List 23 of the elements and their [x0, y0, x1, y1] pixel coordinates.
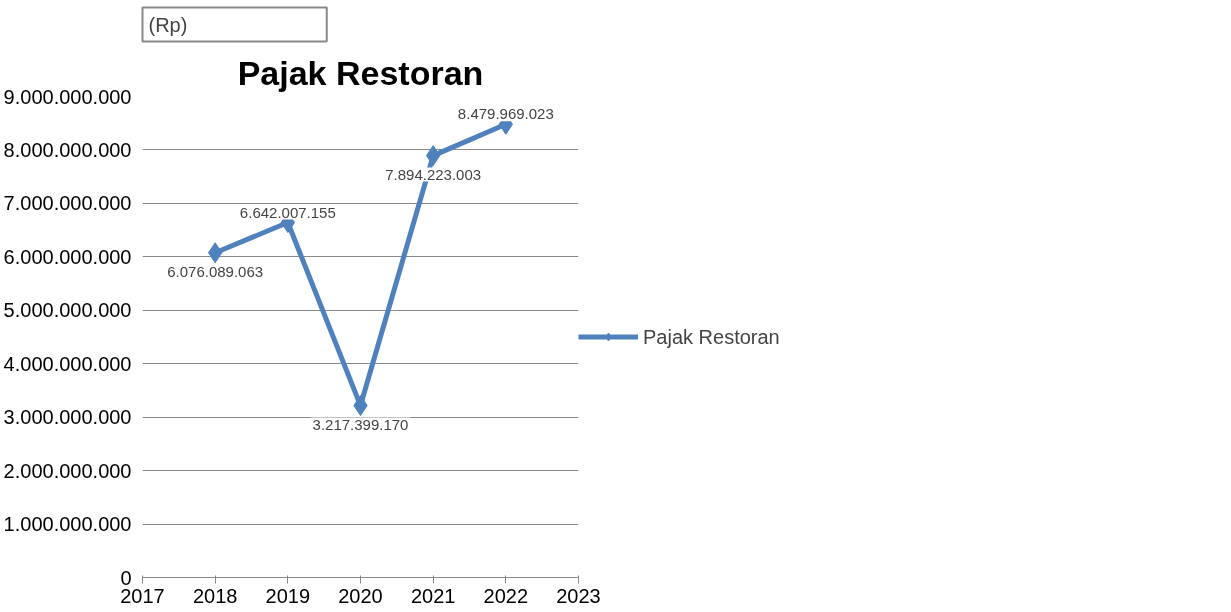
data-label: 6.076.089.063	[167, 262, 264, 280]
y-tick-label: 8.000.000.000	[3, 138, 132, 161]
y-tick-label: 3.000.000.000	[3, 406, 132, 429]
x-tick-label: 2019	[265, 584, 311, 607]
data-label: 6.642.007.155	[239, 203, 336, 221]
y-tick-label: 5.000.000.000	[3, 299, 132, 322]
data-label: 3.217.399.170	[312, 415, 409, 433]
x-tick-label: 2018	[192, 584, 238, 607]
y-axis-title: (Rp)	[148, 13, 188, 36]
y-tick-label: 4.000.000.000	[3, 352, 132, 375]
x-tick-label: 2021	[410, 584, 456, 607]
y-tick-label: 9.000.000.000	[3, 85, 132, 108]
data-label: 8.479.969.023	[457, 105, 554, 123]
x-tick-label: 2023	[556, 584, 601, 607]
y-tick-label: 1.000.000.000	[3, 513, 132, 536]
legend-label: Pajak Restoran	[643, 325, 780, 348]
y-tick-label: 7.000.000.000	[3, 192, 132, 215]
chart-title: Pajak Restoran	[237, 53, 484, 92]
y-tick-label: 6.000.000.000	[3, 245, 132, 268]
x-tick-label: 2020	[338, 584, 383, 607]
x-tick-label: 2022	[483, 584, 529, 607]
y-tick-label: 2.000.000.000	[3, 459, 132, 482]
data-label: 7.894.223.003	[385, 165, 482, 183]
